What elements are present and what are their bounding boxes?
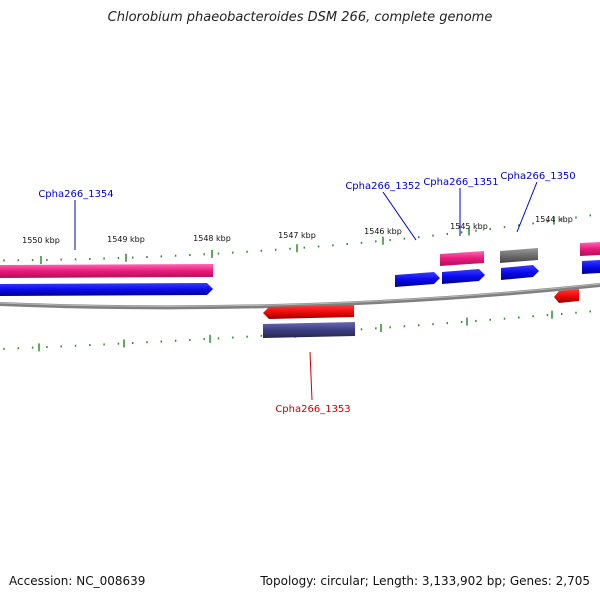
gene-blue-right-edge[interactable] xyxy=(582,260,600,274)
outer-tick-track xyxy=(3,214,592,264)
gene-pink-1351[interactable] xyxy=(440,251,484,266)
gene-label-1354[interactable]: Cpha266_1354 xyxy=(38,189,113,200)
gene-blue-1352[interactable] xyxy=(395,272,440,287)
gene-gray-1350[interactable] xyxy=(500,248,538,263)
gene-label-1353[interactable]: Cpha266_1353 xyxy=(275,404,350,415)
genome-backbone-highlight xyxy=(0,283,600,307)
gene-cpha266-1354-blue[interactable] xyxy=(0,283,213,296)
gene-label-1351[interactable]: Cpha266_1351 xyxy=(423,177,498,188)
leader-line-1350 xyxy=(516,181,538,233)
genome-summary-text: Topology: circular; Length: 3,133,902 bp… xyxy=(260,574,590,588)
tick-label-1549: 1549 kbp xyxy=(107,235,145,244)
gene-red-right[interactable] xyxy=(554,289,579,303)
gene-label-1352[interactable]: Cpha266_1352 xyxy=(345,181,420,192)
gene-label-1350[interactable]: Cpha266_1350 xyxy=(500,171,575,182)
accession-text: Accession: NC_008639 xyxy=(9,574,146,588)
gene-cpha266-1353-navy[interactable] xyxy=(263,322,355,338)
tick-label-1546: 1546 kbp xyxy=(364,227,402,236)
gene-pink-right-edge[interactable] xyxy=(580,242,600,256)
gene-cpha266-1354-pink[interactable] xyxy=(0,264,213,278)
tick-label-1550: 1550 kbp xyxy=(22,236,60,245)
tick-label-1548: 1548 kbp xyxy=(193,234,231,243)
genome-backbone xyxy=(0,283,600,310)
tick-label-1545: 1545 kbp xyxy=(450,222,488,231)
leader-line-1353 xyxy=(309,351,313,401)
gene-cpha266-1353-red[interactable] xyxy=(263,305,354,319)
gene-blue-1350[interactable] xyxy=(501,265,539,280)
gene-blue-1351[interactable] xyxy=(442,269,485,284)
tick-label-1544: 1544 kbp xyxy=(535,215,573,224)
genome-title: Chlorobium phaeobacteroides DSM 266, com… xyxy=(107,10,493,25)
leader-line-1352 xyxy=(382,191,417,241)
tick-label-1547: 1547 kbp xyxy=(278,231,316,240)
